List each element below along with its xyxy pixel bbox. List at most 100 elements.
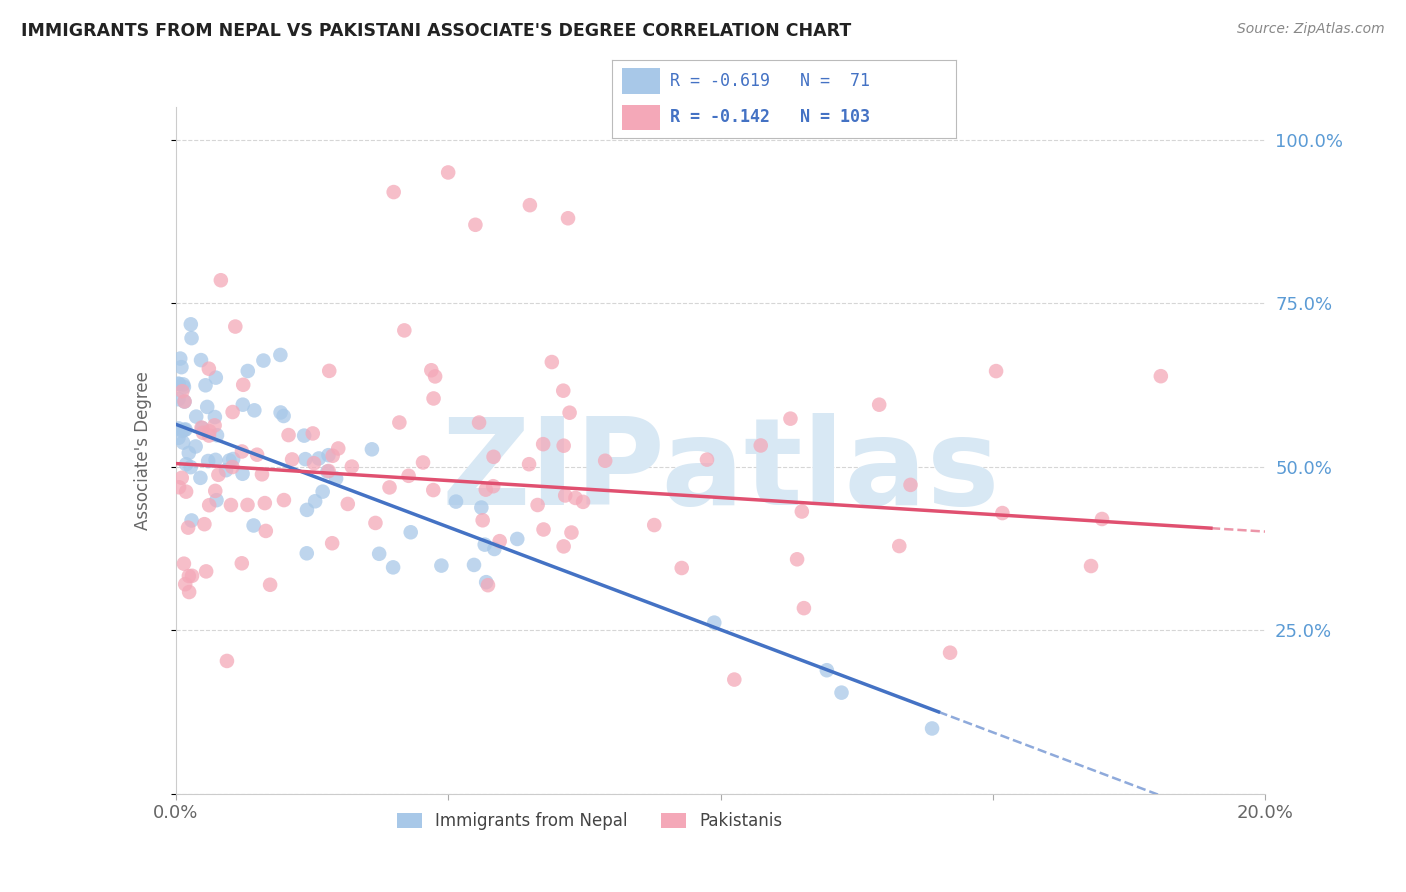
Point (224, 319, 246, 334)
Point (232, 467, 254, 481)
Point (308, 451, 330, 466)
Point (560, 525, 582, 540)
Point (167, 421, 190, 435)
Point (474, 538, 496, 552)
Point (793, 601, 815, 615)
Point (204, 370, 226, 384)
Point (173, 394, 195, 409)
Point (399, 525, 422, 540)
Point (180, 513, 202, 527)
Point (186, 409, 208, 424)
Point (696, 452, 718, 467)
Point (173, 380, 195, 394)
Point (190, 420, 212, 434)
Point (174, 457, 197, 471)
Point (253, 496, 276, 510)
Point (1080, 559, 1102, 574)
Point (430, 558, 453, 573)
Point (180, 331, 202, 345)
Point (273, 409, 295, 423)
Point (177, 569, 200, 583)
Point (169, 351, 191, 366)
Point (540, 355, 562, 369)
Point (475, 575, 498, 590)
Point (295, 503, 318, 517)
Point (378, 480, 401, 494)
Point (423, 369, 446, 384)
Point (482, 450, 505, 464)
Point (361, 442, 384, 457)
Point (368, 547, 391, 561)
Point (336, 497, 359, 511)
Point (671, 561, 693, 575)
Point (198, 361, 221, 376)
Point (172, 424, 194, 438)
Point (464, 218, 486, 232)
Point (193, 517, 215, 532)
Point (190, 353, 212, 368)
Point (222, 452, 245, 467)
Point (302, 456, 325, 470)
Point (328, 442, 350, 456)
Point (311, 484, 333, 499)
Point (292, 428, 315, 442)
Text: ZIPatlas: ZIPatlas (441, 413, 1000, 530)
Point (180, 460, 202, 475)
Point (437, 165, 460, 179)
Point (484, 541, 506, 556)
Point (468, 416, 491, 430)
Point (382, 185, 405, 199)
Point (242, 518, 264, 533)
Point (526, 498, 548, 512)
Point (254, 524, 277, 538)
Point (194, 378, 217, 392)
Point (316, 465, 339, 479)
Point (204, 483, 226, 498)
Point (198, 428, 221, 442)
Point (204, 410, 226, 425)
Point (295, 546, 318, 560)
Point (195, 565, 218, 579)
Point (294, 452, 316, 467)
Point (236, 498, 259, 512)
Point (703, 615, 725, 630)
Point (173, 394, 195, 409)
Point (779, 411, 801, 425)
Point (506, 532, 529, 546)
Point (643, 518, 665, 533)
Point (304, 494, 326, 508)
Point (273, 493, 295, 508)
Point (167, 392, 190, 407)
Point (221, 460, 243, 475)
Point (259, 578, 281, 592)
Point (790, 504, 813, 518)
Bar (621, 68, 659, 94)
Point (939, 646, 962, 660)
Point (340, 459, 363, 474)
Point (301, 426, 323, 441)
Point (382, 560, 405, 574)
Point (398, 468, 420, 483)
Point (269, 348, 291, 362)
Point (868, 398, 890, 412)
Point (198, 425, 221, 439)
Y-axis label: Associate's Degree: Associate's Degree (134, 371, 152, 530)
Point (420, 363, 443, 377)
Point (180, 318, 202, 332)
Point (221, 405, 243, 419)
Point (231, 444, 253, 458)
Point (252, 353, 274, 368)
Point (422, 483, 444, 497)
Point (167, 377, 190, 392)
Point (444, 494, 467, 508)
Point (215, 654, 238, 668)
Point (215, 463, 238, 477)
Point (197, 454, 219, 468)
Point (246, 448, 269, 462)
Point (232, 377, 254, 392)
Point (219, 498, 242, 512)
Point (270, 405, 292, 419)
Point (173, 557, 195, 571)
Point (174, 577, 197, 591)
Point (831, 685, 853, 699)
